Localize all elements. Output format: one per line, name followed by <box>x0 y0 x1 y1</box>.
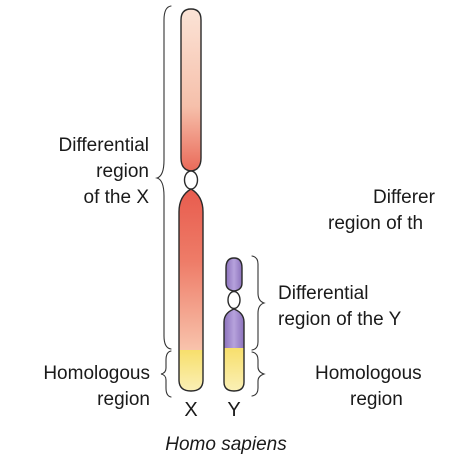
x-chromosome <box>178 8 204 392</box>
y-differential-label-line1: Differential <box>278 283 369 304</box>
right-differential-label-line1: Differer <box>373 187 435 208</box>
x-homologous-segment <box>179 350 203 391</box>
x-short-arm <box>180 8 202 172</box>
x-centromere <box>183 170 199 190</box>
y-long-arm-outline <box>223 308 245 392</box>
x-differential-label-line1: Differential <box>58 135 149 156</box>
x-chromosome-label: X <box>184 399 198 421</box>
right-differential-label-line2: region of th <box>328 213 424 234</box>
homologous-label-line2: region <box>97 389 150 410</box>
homologous-label-line1: Homologous <box>43 363 150 384</box>
right-homologous-label-line2: region <box>350 389 403 410</box>
y-short-arm <box>225 257 243 292</box>
y-centromere <box>227 290 241 310</box>
x-differential-brace <box>155 5 172 350</box>
y-differential-brace <box>251 255 266 351</box>
y-homologous-brace <box>251 351 266 397</box>
species-caption: Homo sapiens <box>165 434 287 455</box>
y-chromosome <box>223 257 245 392</box>
x-homologous-brace <box>160 350 172 398</box>
y-differential-label-line2: region of the Y <box>278 309 402 330</box>
right-homologous-label-line1: Homologous <box>315 363 422 384</box>
y-long-arm-differential <box>224 309 244 348</box>
x-long-arm-differential <box>179 189 203 350</box>
y-chromosome-label: Y <box>227 399 241 421</box>
x-differential-label-line3: of the X <box>83 187 150 208</box>
y-homologous-segment <box>224 348 244 391</box>
x-differential-label-line2: region <box>96 161 149 182</box>
x-long-arm-outline <box>178 188 204 392</box>
